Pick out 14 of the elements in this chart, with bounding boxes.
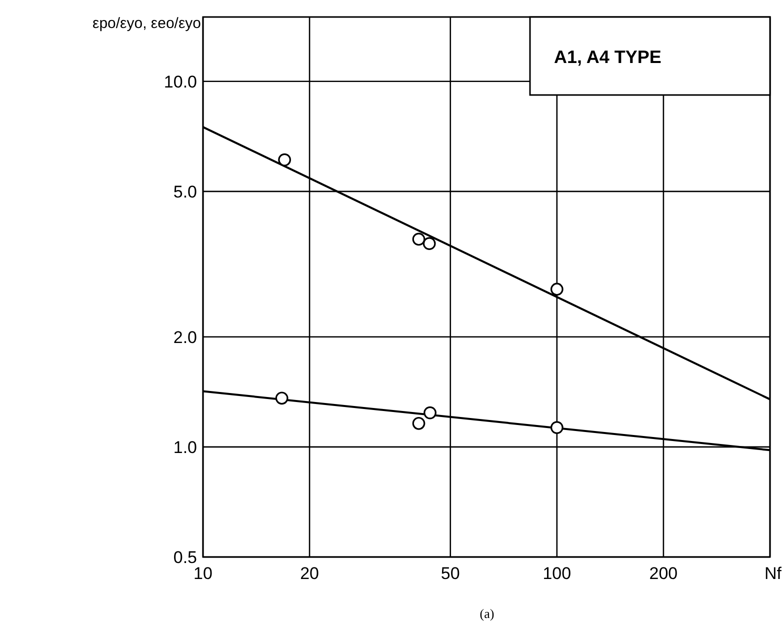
x-tick-label: 200 bbox=[649, 564, 678, 583]
x-tick-label: 20 bbox=[300, 564, 319, 583]
x-tick-label: 10 bbox=[194, 564, 212, 583]
x-tick-label: 50 bbox=[440, 564, 460, 583]
x-tick-label: 100 bbox=[542, 564, 572, 583]
y-tick-label: 10.0 bbox=[164, 72, 197, 92]
y-tick-label: 5.0 bbox=[173, 182, 197, 202]
y-tick-label: 0.5 bbox=[173, 548, 197, 567]
annotation: A1, A4 TYPE bbox=[554, 47, 662, 67]
y-tick-label: 1.0 bbox=[173, 438, 197, 457]
y-tick-label: 2.0 bbox=[173, 328, 197, 347]
text: (a) bbox=[480, 606, 494, 621]
y-axis-title: εpo/εyo, εeo/εyo bbox=[92, 15, 201, 32]
x-axis-title: Nf bbox=[764, 564, 782, 583]
